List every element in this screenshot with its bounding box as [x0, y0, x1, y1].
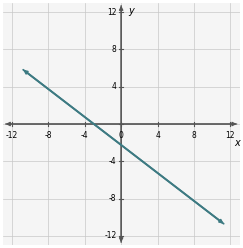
- Text: -8: -8: [109, 194, 117, 203]
- Text: 8: 8: [192, 131, 196, 140]
- Text: 8: 8: [112, 45, 117, 54]
- Text: -4: -4: [109, 157, 117, 166]
- Text: x: x: [234, 138, 240, 148]
- Text: 0: 0: [119, 131, 124, 140]
- Text: 4: 4: [112, 82, 117, 91]
- Text: 4: 4: [155, 131, 160, 140]
- Text: y: y: [129, 5, 134, 16]
- Text: 12: 12: [107, 8, 117, 17]
- Text: 12: 12: [226, 131, 235, 140]
- Text: -12: -12: [6, 131, 18, 140]
- Text: -12: -12: [104, 231, 117, 240]
- Text: -8: -8: [44, 131, 52, 140]
- Text: -4: -4: [81, 131, 88, 140]
